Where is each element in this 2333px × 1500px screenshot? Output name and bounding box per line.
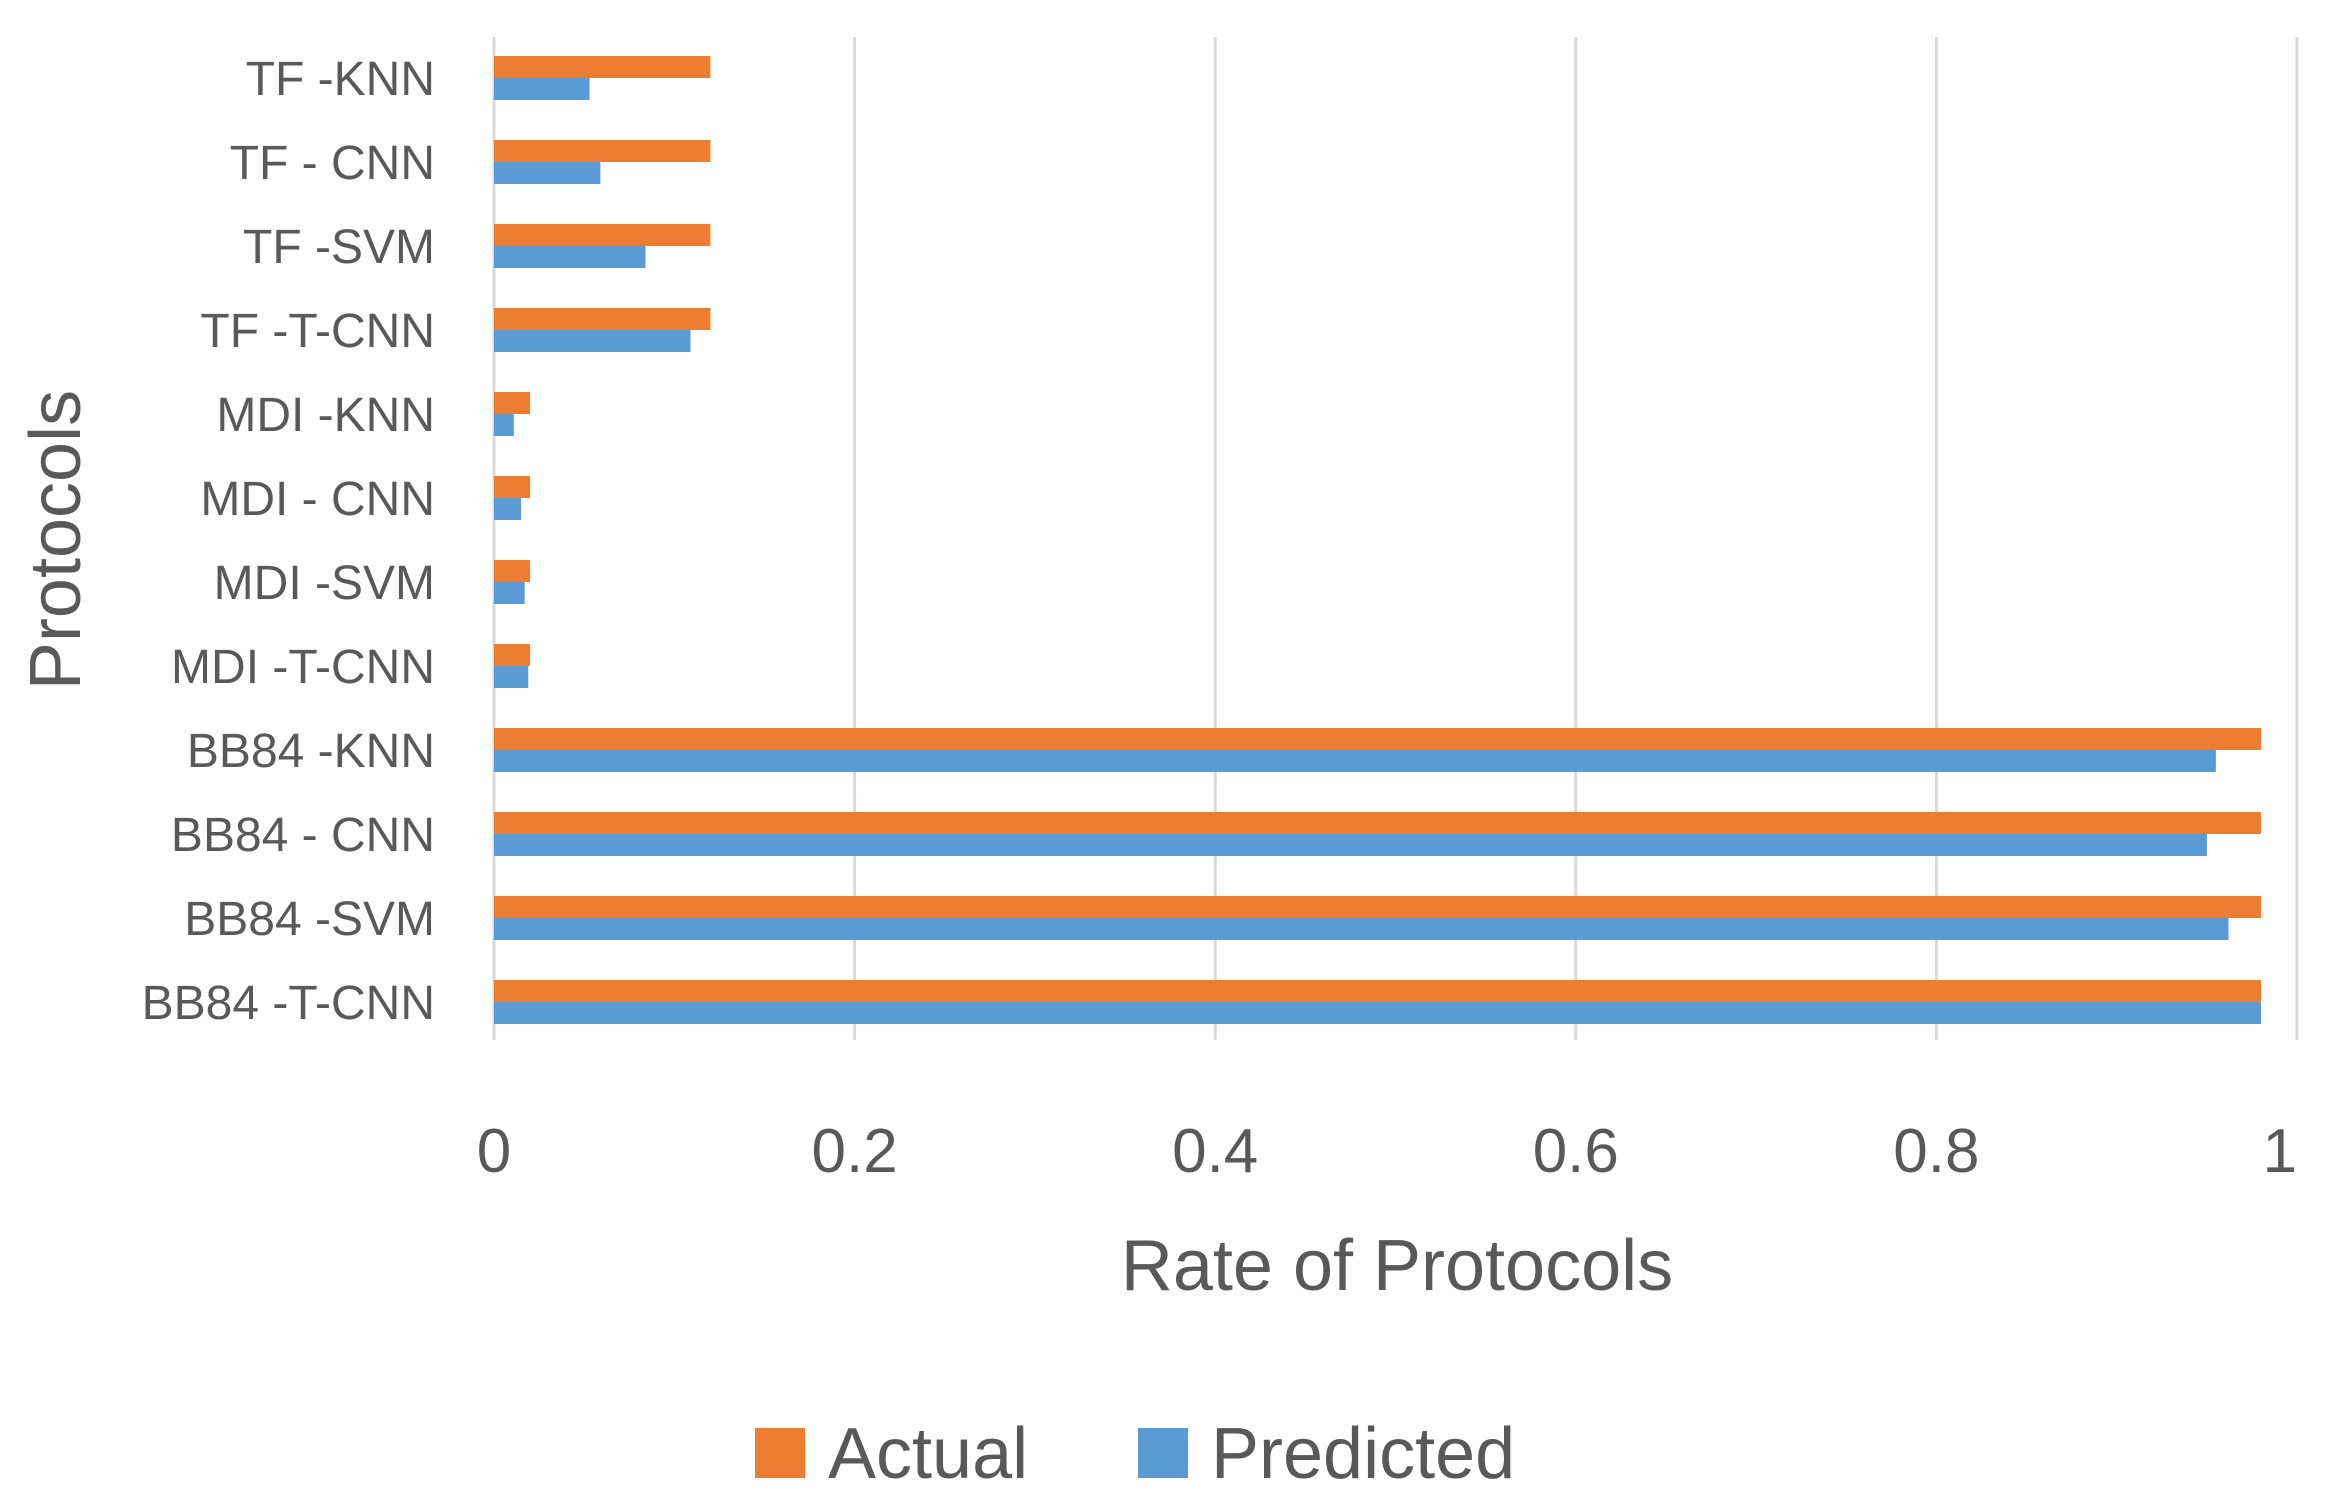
- category-label: BB84 -T-CNN: [142, 977, 435, 1030]
- category-label: TF -T-CNN: [200, 305, 435, 358]
- category-label: BB84 - CNN: [171, 809, 435, 862]
- category-labels: TF -KNN TF - CNN TF -SVM TF -T-CNN MDI -KNN M…: [142, 53, 435, 1030]
- bar-predicted: [494, 162, 601, 184]
- bar-predicted: [494, 498, 522, 520]
- bar-predicted: [494, 1002, 2261, 1024]
- category-label: BB84 -SVM: [184, 893, 435, 946]
- x-tick-label: 0.2: [811, 1117, 897, 1186]
- legend-label-predicted: Predicted: [1211, 1414, 1515, 1494]
- bar-actual: [494, 812, 2261, 834]
- bars: [494, 56, 2261, 1024]
- x-tick-label: 0.6: [1533, 1117, 1619, 1186]
- bar-predicted: [494, 330, 691, 352]
- bar-actual: [494, 56, 711, 78]
- bar-actual: [494, 392, 531, 414]
- bar-actual: [494, 476, 531, 498]
- bar-predicted: [494, 918, 2229, 940]
- gridlines: [492, 37, 2299, 1040]
- bar-actual: [494, 644, 531, 666]
- x-axis-title: Rate of Protocols: [1121, 1226, 1673, 1306]
- bar-actual: [494, 140, 711, 162]
- bar-predicted: [494, 750, 2216, 772]
- category-label: MDI - CNN: [200, 473, 435, 526]
- category-label: TF -KNN: [246, 53, 435, 106]
- x-tick-label: 0: [477, 1117, 511, 1186]
- category-label: MDI -SVM: [214, 557, 435, 610]
- bar-predicted: [494, 414, 514, 436]
- bar-predicted: [494, 834, 2207, 856]
- x-tick-label: 0.4: [1172, 1117, 1258, 1186]
- category-label: TF -SVM: [243, 221, 435, 274]
- legend-swatch-actual: [755, 1428, 805, 1478]
- y-axis-title: Protocols: [16, 390, 96, 690]
- bar-predicted: [494, 666, 529, 688]
- bar-actual: [494, 224, 711, 246]
- x-tick-label: 1: [2263, 1117, 2297, 1186]
- category-label: TF - CNN: [230, 137, 435, 190]
- bar-actual: [494, 560, 531, 582]
- category-label: MDI -KNN: [216, 389, 435, 442]
- bar-predicted: [494, 582, 525, 604]
- bar-actual: [494, 896, 2261, 918]
- legend-swatch-predicted: [1138, 1428, 1188, 1478]
- bar-predicted: [494, 78, 590, 100]
- bar-actual: [494, 728, 2261, 750]
- legend-label-actual: Actual: [828, 1414, 1028, 1494]
- category-label: BB84 -KNN: [187, 725, 435, 778]
- legend: Actual Predicted: [755, 1414, 1515, 1494]
- x-tick-label: 0.8: [1893, 1117, 1979, 1186]
- bar-actual: [494, 308, 711, 330]
- category-label: MDI -T-CNN: [171, 641, 435, 694]
- x-tick-labels: 0 0.2 0.4 0.6 0.8 1: [477, 1117, 2297, 1186]
- bar-predicted: [494, 246, 646, 268]
- bar-actual: [494, 980, 2261, 1002]
